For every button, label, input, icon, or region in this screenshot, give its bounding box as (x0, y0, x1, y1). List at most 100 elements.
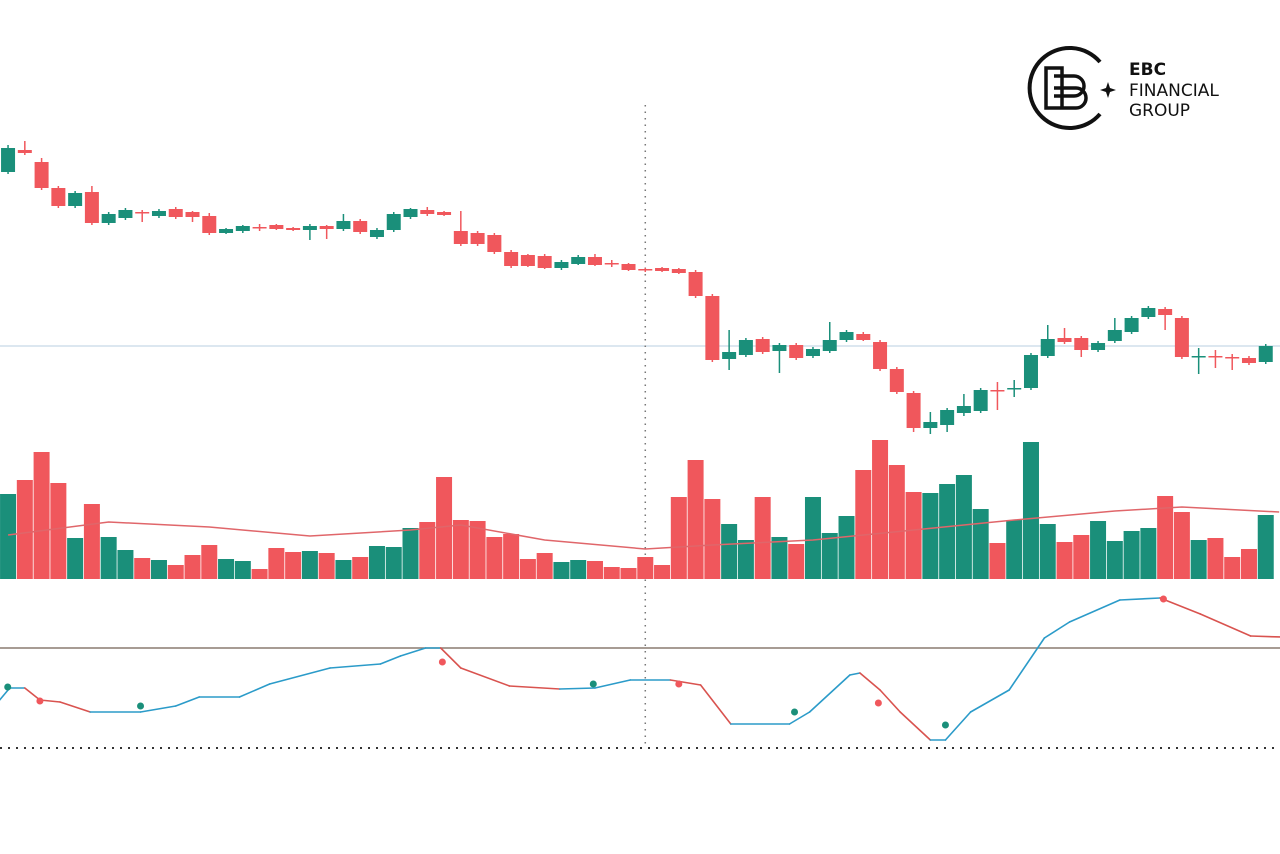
volume-bar (452, 520, 469, 579)
volume-bar (1190, 540, 1207, 579)
indicator-segment (669, 679, 702, 686)
volume-bar (1240, 549, 1257, 579)
volume-bar (1157, 496, 1174, 579)
logo-text: FINANCIAL (1129, 81, 1219, 101)
candle-body (772, 345, 787, 351)
volume-bar (368, 546, 385, 579)
candle-body (68, 193, 83, 206)
volume-bar (100, 537, 117, 579)
candle-body (34, 162, 49, 188)
candle-body (671, 269, 686, 273)
candle-body (286, 228, 301, 230)
candle-body (185, 212, 200, 217)
candle-body (17, 150, 32, 153)
candle-body (219, 229, 234, 233)
indicator-segment (558, 687, 596, 690)
candle-body (755, 339, 770, 352)
candle-body (504, 252, 519, 266)
indicator-segment (238, 683, 271, 698)
candle-body (1124, 318, 1139, 332)
signal-dot (874, 699, 882, 707)
candle-body (353, 221, 368, 232)
volume-bar (0, 494, 17, 579)
volume-bar (1224, 557, 1241, 579)
candle-body (571, 257, 586, 264)
volume-bar (905, 492, 922, 579)
candle-body (151, 211, 166, 216)
indicator-segment (1119, 597, 1161, 601)
candle-body (906, 393, 921, 428)
volume-bar (737, 540, 754, 579)
volume-bar (419, 522, 436, 579)
volume-bar (1073, 535, 1090, 579)
volume-bar (150, 560, 167, 579)
indicator-segment (399, 647, 427, 657)
candle-body (319, 226, 334, 229)
indicator-segment (594, 679, 631, 689)
volume-bar (939, 484, 956, 579)
volume-bar (402, 528, 419, 579)
candle-body (587, 257, 602, 265)
candle-body (1141, 308, 1156, 317)
volume-bar (1022, 442, 1039, 579)
volume-bar (1207, 538, 1224, 579)
candle-body (789, 345, 804, 358)
indicator-segment (1199, 613, 1252, 637)
candle-body (688, 272, 703, 296)
candle-body (453, 231, 468, 244)
volume-bar (352, 557, 369, 579)
indicator-segment (849, 672, 861, 676)
volume-bar (1106, 541, 1123, 579)
signal-dot (137, 702, 145, 710)
volume-bar (536, 553, 553, 579)
volume-bar (922, 493, 939, 579)
candle-body (1107, 330, 1122, 341)
volume-bar (469, 521, 486, 579)
candle-body (1208, 356, 1223, 358)
candle-body (252, 227, 267, 229)
candle-body (1040, 339, 1055, 356)
candle-body (269, 225, 284, 229)
indicator-segment (268, 667, 331, 685)
volume-bar (788, 544, 805, 579)
volume-bar (436, 477, 453, 579)
indicator-segment (24, 687, 41, 701)
indicator-segment (460, 667, 511, 687)
candle-body (805, 349, 820, 356)
candle-body (437, 212, 452, 215)
signal-dot (438, 658, 446, 666)
candle-body (101, 214, 116, 223)
volume-bar (16, 480, 33, 579)
candle-body (705, 296, 720, 360)
volume-bar (754, 497, 771, 579)
candle-body (1091, 343, 1106, 350)
volume-bar (1173, 512, 1190, 579)
volume-bar (218, 559, 235, 579)
indicator-segment (139, 705, 177, 713)
candle-body (336, 221, 351, 229)
volume-bar (251, 569, 268, 579)
indicator-segment (879, 689, 901, 713)
volume-bar (570, 560, 587, 579)
volume-bar (603, 567, 620, 579)
candle-body (1241, 358, 1256, 363)
signal-dot (791, 708, 799, 716)
candle-body (403, 209, 418, 217)
volume-bar (268, 548, 285, 579)
candle-body (873, 342, 888, 369)
signal-dot (36, 697, 44, 705)
volume-bar (654, 565, 671, 579)
candle-body (990, 390, 1005, 392)
volume-bar (1006, 520, 1023, 579)
indicator-segment (699, 684, 732, 725)
volume-bar (804, 497, 821, 579)
indicator-segment (439, 647, 462, 669)
volume-bar (1039, 524, 1056, 579)
volume-bar (888, 465, 905, 579)
volume-bar (704, 499, 721, 579)
signal-dot (1159, 595, 1167, 603)
logo-ring (1027, 46, 1102, 130)
candle-body (1258, 346, 1273, 362)
logo-mark (1044, 66, 1088, 110)
candle-body (638, 269, 653, 271)
